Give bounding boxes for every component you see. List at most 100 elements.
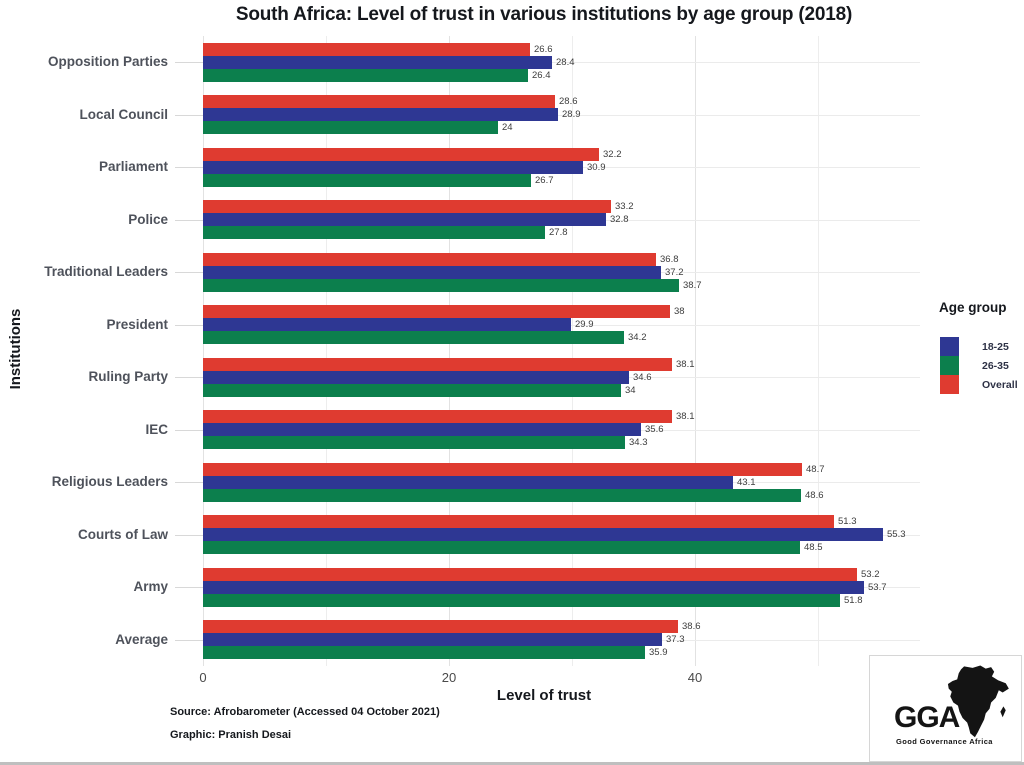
africa-map-icon <box>947 665 1009 738</box>
value-label: 51.3 <box>838 516 857 527</box>
bar-religious-leaders-18-25 <box>203 476 733 489</box>
category-label-ruling-party: Ruling Party <box>88 369 168 384</box>
vertical-gridline-minor <box>818 36 819 666</box>
source-text: Source: Afrobarometer (Accessed 04 Octob… <box>170 706 440 718</box>
value-label: 32.8 <box>610 214 629 225</box>
bar-ruling-party-26-35 <box>203 384 621 397</box>
category-tick <box>175 587 203 588</box>
category-tick <box>175 377 203 378</box>
logo-box: GGA Good Governance Africa <box>869 655 1022 762</box>
bar-army-26-35 <box>203 594 840 607</box>
value-label: 34.3 <box>629 437 648 448</box>
bottom-border <box>0 762 1024 765</box>
value-label: 51.8 <box>844 595 863 606</box>
value-label: 37.3 <box>666 634 685 645</box>
category-label-religious-leaders: Religious Leaders <box>51 474 168 489</box>
logo-name: Good Governance Africa <box>896 737 993 746</box>
bar-ruling-party-overall <box>203 358 672 371</box>
bar-local-council-overall <box>203 95 555 108</box>
bar-local-council-18-25 <box>203 108 558 121</box>
category-tick <box>175 640 203 641</box>
bar-iec-26-35 <box>203 436 625 449</box>
value-label: 27.8 <box>549 227 568 238</box>
category-label-police: Police <box>128 212 168 227</box>
value-label: 48.5 <box>804 542 823 553</box>
value-label: 34.6 <box>633 372 652 383</box>
value-label: 33.2 <box>615 201 634 212</box>
bar-traditional-leaders-overall <box>203 253 656 266</box>
value-label: 37.2 <box>665 267 684 278</box>
category-label-courts-of-law: Courts of Law <box>78 527 168 542</box>
credit-text: Graphic: Pranish Desai <box>170 729 292 741</box>
x-tick-label-20: 20 <box>441 670 457 685</box>
legend-label-26-35: 26-35 <box>982 360 1009 372</box>
bar-religious-leaders-overall <box>203 463 802 476</box>
category-label-average: Average <box>115 632 168 647</box>
category-tick <box>175 430 203 431</box>
bar-average-overall <box>203 620 678 633</box>
bar-iec-overall <box>203 410 672 423</box>
vertical-gridline-major <box>695 36 696 666</box>
category-tick <box>175 62 203 63</box>
category-label-president: President <box>106 317 168 332</box>
chart-title: South Africa: Level of trust in various … <box>235 4 853 25</box>
vertical-gridline-major <box>449 36 450 666</box>
category-tick <box>175 482 203 483</box>
category-tick <box>175 115 203 116</box>
bar-parliament-overall <box>203 148 599 161</box>
bar-traditional-leaders-18-25 <box>203 266 661 279</box>
value-label: 48.7 <box>806 464 825 475</box>
value-label: 34.2 <box>628 332 647 343</box>
category-tick <box>175 272 203 273</box>
legend-label-18-25: 18-25 <box>982 341 1009 353</box>
category-tick <box>175 535 203 536</box>
category-label-local-council: Local Council <box>79 107 168 122</box>
category-label-traditional-leaders: Traditional Leaders <box>44 264 168 279</box>
value-label: 30.9 <box>587 162 606 173</box>
horizontal-gridline <box>203 115 920 116</box>
bar-average-26-35 <box>203 646 645 659</box>
value-label: 38 <box>674 306 685 317</box>
legend-swatch-18-25 <box>940 337 959 356</box>
category-label-army: Army <box>133 579 168 594</box>
category-tick <box>175 220 203 221</box>
bar-president-18-25 <box>203 318 571 331</box>
legend-title: Age group <box>939 300 1007 315</box>
value-label: 26.4 <box>532 70 551 81</box>
value-label: 28.6 <box>559 96 578 107</box>
bar-opposition-parties-18-25 <box>203 56 552 69</box>
value-label: 28.9 <box>562 109 581 120</box>
bar-army-18-25 <box>203 581 864 594</box>
bar-army-overall <box>203 568 857 581</box>
value-label: 34 <box>625 385 636 396</box>
vertical-gridline-minor <box>326 36 327 666</box>
legend-swatch-26-35 <box>940 356 959 375</box>
value-label: 24 <box>502 122 513 133</box>
x-tick-label-0: 0 <box>199 670 207 685</box>
value-label: 35.6 <box>645 424 664 435</box>
bar-courts-of-law-26-35 <box>203 541 800 554</box>
value-label: 38.1 <box>676 359 695 370</box>
legend-swatch-overall <box>940 375 959 394</box>
vertical-gridline-major <box>203 36 204 666</box>
vertical-gridline-minor <box>572 36 573 666</box>
horizontal-gridline <box>203 62 920 63</box>
category-tick <box>175 325 203 326</box>
category-label-parliament: Parliament <box>98 159 168 174</box>
value-label: 55.3 <box>887 529 906 540</box>
value-label: 28.4 <box>556 57 575 68</box>
bar-president-overall <box>203 305 670 318</box>
logo-acronym: GGA <box>894 701 960 734</box>
value-label: 48.6 <box>805 490 824 501</box>
value-label: 53.2 <box>861 569 880 580</box>
value-label: 26.7 <box>535 175 554 186</box>
bar-parliament-18-25 <box>203 161 583 174</box>
value-label: 38.1 <box>676 411 695 422</box>
legend-label-overall: Overall <box>982 379 1018 391</box>
category-label-iec: IEC <box>145 422 168 437</box>
value-label: 36.8 <box>660 254 679 265</box>
value-label: 26.6 <box>534 44 553 55</box>
value-label: 32.2 <box>603 149 622 160</box>
bar-police-18-25 <box>203 213 606 226</box>
